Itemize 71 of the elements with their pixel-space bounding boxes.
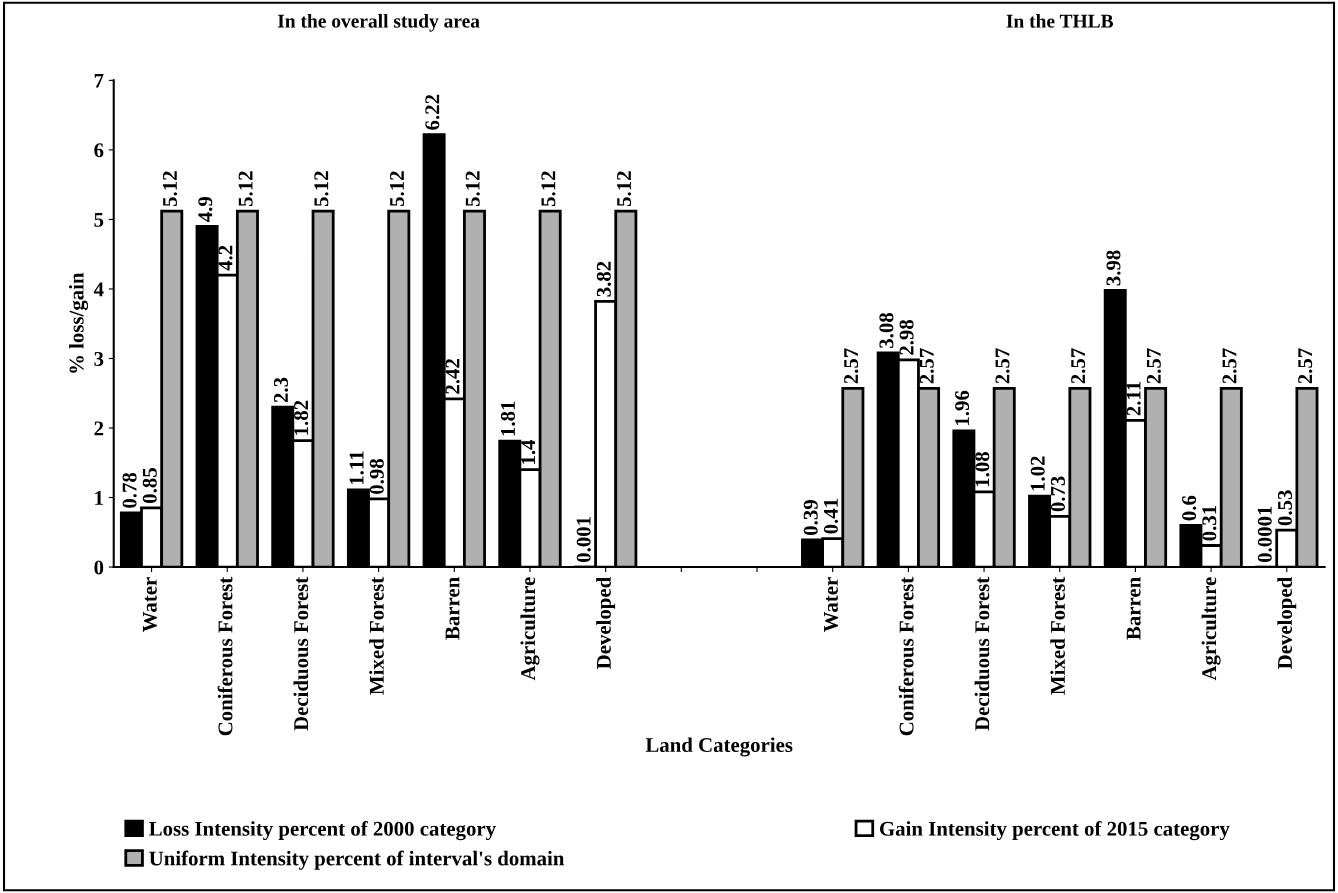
text: In the overall study area: [277, 14, 480, 32]
text: In the THLB: [1006, 14, 1114, 28]
y-tick-label: 2: [94, 421, 104, 436]
x-tick-label: Coniferous Forest: [217, 576, 233, 736]
y-tick-label: 0: [94, 560, 104, 575]
data-label: 0.001: [576, 517, 591, 563]
x-axis-title: Land Categories: [645, 737, 793, 757]
x-tick-label: Agriculture: [1201, 577, 1221, 681]
x-tick-label: Mixed Forest: [369, 576, 384, 695]
data-label: 1.4: [521, 439, 536, 464]
data-label: 1.11: [349, 451, 364, 485]
y-axis-title: % loss/gain: [68, 272, 89, 373]
data-label: 4.9: [198, 196, 213, 222]
data-label: 0.6: [1182, 495, 1197, 521]
data-label: 0.73: [1050, 476, 1066, 512]
data-label: 2.57: [1071, 348, 1086, 384]
data-label: 1.81: [500, 401, 516, 436]
data-label: 5.12: [617, 171, 632, 207]
data-label: 0.98: [369, 458, 384, 494]
data-label: 3.98: [1106, 250, 1121, 286]
data-label: 1.02: [1030, 456, 1045, 491]
data-label: 1.82: [294, 400, 309, 435]
y-tick-label: 1: [95, 491, 103, 505]
data-label: 0.78: [122, 472, 137, 508]
y-tick-label: 3: [94, 351, 104, 366]
data-label: 4.2: [218, 245, 233, 271]
legend-label: Gain Intensity percent of 2015 category: [880, 820, 1230, 841]
data-label: 6.22: [425, 94, 440, 130]
data-label: 2.3: [273, 377, 289, 403]
data-label: 2.57: [1146, 348, 1161, 384]
x-tick-label: Developed: [596, 577, 616, 669]
data-label: 5.12: [162, 171, 178, 207]
x-tick-label: Coniferous Forest: [898, 576, 914, 736]
data-label: 0.39: [803, 500, 818, 535]
data-label: 0.31: [1202, 505, 1217, 541]
data-label: 5.12: [238, 171, 253, 207]
data-label: 1.96: [955, 390, 970, 425]
x-tick-label: Deciduous Forest: [293, 576, 309, 731]
x-tick-label: Water: [142, 577, 157, 633]
data-label: 2.57: [1222, 348, 1237, 384]
y-tick-label: 6: [94, 143, 104, 158]
data-label: 2.42: [445, 359, 460, 394]
x-tick-label: Barren: [1126, 577, 1141, 640]
data-label: 0.53: [1277, 490, 1293, 526]
data-label: 3.82: [596, 261, 611, 297]
data-label: 2.57: [919, 348, 934, 384]
x-tick-label: Barren: [445, 577, 460, 640]
data-label: 5.12: [314, 171, 329, 207]
x-tick-label: Water: [824, 577, 839, 633]
data-label: 2.57: [1298, 348, 1313, 384]
data-label: 2.98: [899, 319, 914, 355]
x-tick-label: Agriculture: [520, 577, 540, 681]
data-label: 5.12: [390, 171, 405, 207]
data-label: 1.08: [975, 452, 990, 487]
data-label: 0.0001: [1257, 506, 1272, 563]
data-label: 0.41: [823, 499, 838, 534]
legend-label: Loss Intensity percent of 2000 category: [149, 820, 496, 841]
x-tick-label: Mixed Forest: [1050, 576, 1065, 695]
x-tick-label: Deciduous Forest: [974, 576, 990, 731]
y-tick-label: 7: [94, 73, 104, 88]
data-label: 0.85: [142, 468, 157, 503]
data-label: 5.12: [541, 171, 556, 207]
legend-label: Uniform Intensity percent of interval's domain: [149, 850, 565, 870]
data-label: 3.08: [879, 312, 894, 348]
data-label: 2.57: [995, 348, 1010, 384]
data-label: 5.12: [465, 171, 480, 207]
y-tick-label: 4: [93, 282, 104, 297]
data-label: 2.57: [844, 348, 859, 384]
x-tick-label: Developed: [1277, 577, 1297, 669]
y-tick-label: 5: [94, 213, 104, 227]
data-label: 2.11: [1126, 381, 1141, 416]
